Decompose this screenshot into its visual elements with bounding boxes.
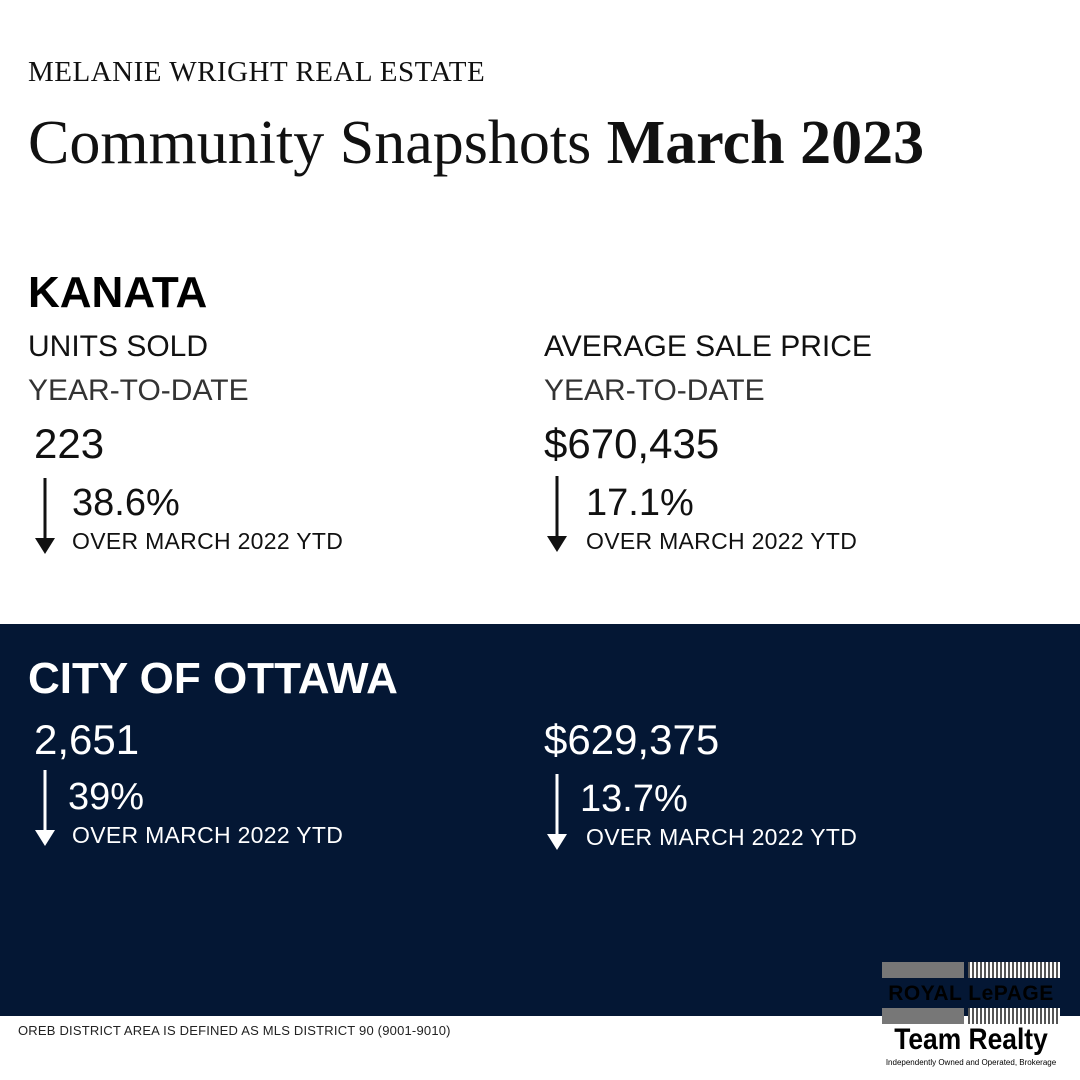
ottawa-price-value: $629,375 <box>544 716 720 763</box>
brokerage-logo: ROYAL LePAGE Team Realty Independently O… <box>880 960 1062 1072</box>
arrow-down-icon <box>34 478 56 556</box>
page-title: Community Snapshots March 2023 <box>28 108 924 179</box>
ottawa-heading: CITY OF OTTAWA <box>28 654 398 703</box>
arrow-down-icon <box>34 770 56 848</box>
kanata-heading: KANATA <box>28 268 208 317</box>
kanata-units-change: 38.6% <box>72 482 180 524</box>
title-regular: Community Snapshots <box>28 109 592 177</box>
footnote: OREB DISTRICT AREA IS DEFINED AS MLS DIS… <box>18 1023 451 1038</box>
arrow-down-icon <box>546 476 568 554</box>
kanata-price-period: YEAR-TO-DATE <box>544 374 765 407</box>
kanata-price-label: AVERAGE SALE PRICE <box>544 330 872 363</box>
ottawa-price-change: 13.7% <box>580 778 688 820</box>
kanata-units-value: 223 <box>34 420 105 467</box>
arrow-down-icon <box>546 774 568 852</box>
title-bold: March 2023 <box>606 109 925 177</box>
kanata-price-change: 17.1% <box>586 482 694 524</box>
brand-name: MELANIE WRIGHT REAL ESTATE <box>28 56 486 88</box>
logo-line3: Independently Owned and Operated, Broker… <box>885 1058 1057 1067</box>
ottawa-panel: CITY OF OTTAWA 2,651 39% OVER MARCH 2022… <box>0 624 1080 1016</box>
kanata-price-value: $670,435 <box>544 420 720 467</box>
logo-line1: ROYAL LePAGE <box>888 982 1054 1005</box>
logo-bar-top <box>882 962 1060 978</box>
logo-line2: Team Realty <box>894 1023 1048 1056</box>
ottawa-units-value: 2,651 <box>34 716 140 763</box>
kanata-units-comparison: OVER MARCH 2022 YTD <box>72 528 344 554</box>
ottawa-price-comparison: OVER MARCH 2022 YTD <box>586 824 858 850</box>
kanata-price-comparison: OVER MARCH 2022 YTD <box>586 528 858 554</box>
kanata-units-period: YEAR-TO-DATE <box>28 374 249 407</box>
logo-bar-bottom <box>882 1008 1060 1024</box>
ottawa-units-change: 39% <box>68 776 145 818</box>
ottawa-units-comparison: OVER MARCH 2022 YTD <box>72 822 344 848</box>
kanata-units-label: UNITS SOLD <box>28 330 209 363</box>
